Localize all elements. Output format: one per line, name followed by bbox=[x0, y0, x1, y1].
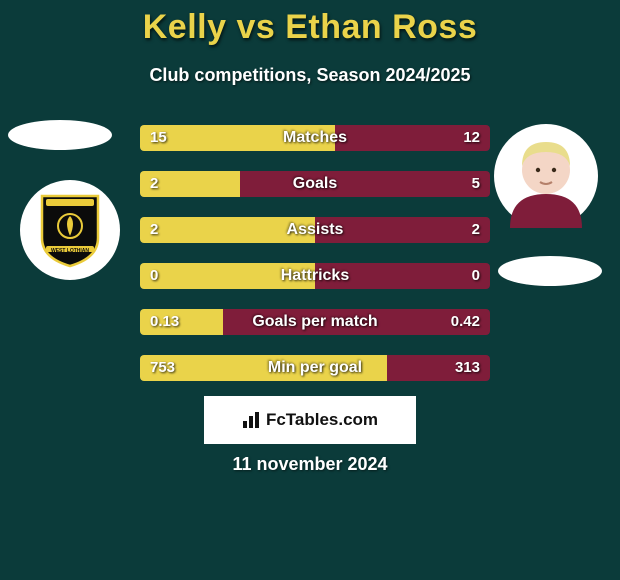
stat-value-right: 5 bbox=[472, 171, 480, 197]
stat-row: Matches15 12 bbox=[140, 125, 490, 151]
stat-bars: Matches1512Goals25Assists22Hattricks00Go… bbox=[140, 125, 490, 401]
stat-value-left: 2 bbox=[150, 217, 158, 243]
stat-row: Min per goal753 313 bbox=[140, 355, 490, 381]
stat-row: Assists2 2 bbox=[140, 217, 490, 243]
stat-row: Goals per match0.13 0.42 bbox=[140, 309, 490, 335]
brand-logo: FcTables.com bbox=[242, 410, 378, 430]
stat-value-right: 313 bbox=[455, 355, 480, 381]
left-player-ellipse bbox=[8, 120, 112, 150]
stat-value-left: 0.13 bbox=[150, 309, 179, 335]
page-title: Kelly vs Ethan Ross bbox=[0, 0, 620, 47]
stat-value-left: 753 bbox=[150, 355, 175, 381]
stat-value-right: 0.42 bbox=[451, 309, 480, 335]
subtitle: Club competitions, Season 2024/2025 bbox=[0, 65, 620, 86]
stat-label: Goals per match bbox=[140, 309, 490, 335]
stat-row: Hattricks0 0 bbox=[140, 263, 490, 289]
shield-ribbon-text: WEST LOTHIAN bbox=[51, 248, 89, 254]
right-player-ellipse bbox=[498, 256, 602, 286]
comparison-infographic: Kelly vs Ethan Ross Club competitions, S… bbox=[0, 0, 620, 580]
stat-label: Hattricks bbox=[140, 263, 490, 289]
brand-text: FcTables.com bbox=[266, 410, 378, 430]
stat-value-right: 2 bbox=[472, 217, 480, 243]
footer-date: 11 november 2024 bbox=[0, 454, 620, 475]
stat-label: Min per goal bbox=[140, 355, 490, 381]
stat-value-left: 2 bbox=[150, 171, 158, 197]
stat-value-left: 0 bbox=[150, 263, 158, 289]
left-club-badge: WEST LOTHIAN bbox=[20, 180, 120, 280]
stat-label: Matches bbox=[140, 125, 490, 151]
brand-box: FcTables.com bbox=[204, 396, 416, 444]
right-player-avatar bbox=[494, 124, 598, 228]
stat-label: Goals bbox=[140, 171, 490, 197]
shield-icon: WEST LOTHIAN bbox=[38, 192, 102, 268]
stat-value-left: 15 bbox=[150, 125, 167, 151]
bars-icon bbox=[242, 411, 262, 429]
stat-value-right: 0 bbox=[472, 263, 480, 289]
stat-label: Assists bbox=[140, 217, 490, 243]
stat-value-right: 12 bbox=[463, 125, 480, 151]
stat-row: Goals2 5 bbox=[140, 171, 490, 197]
